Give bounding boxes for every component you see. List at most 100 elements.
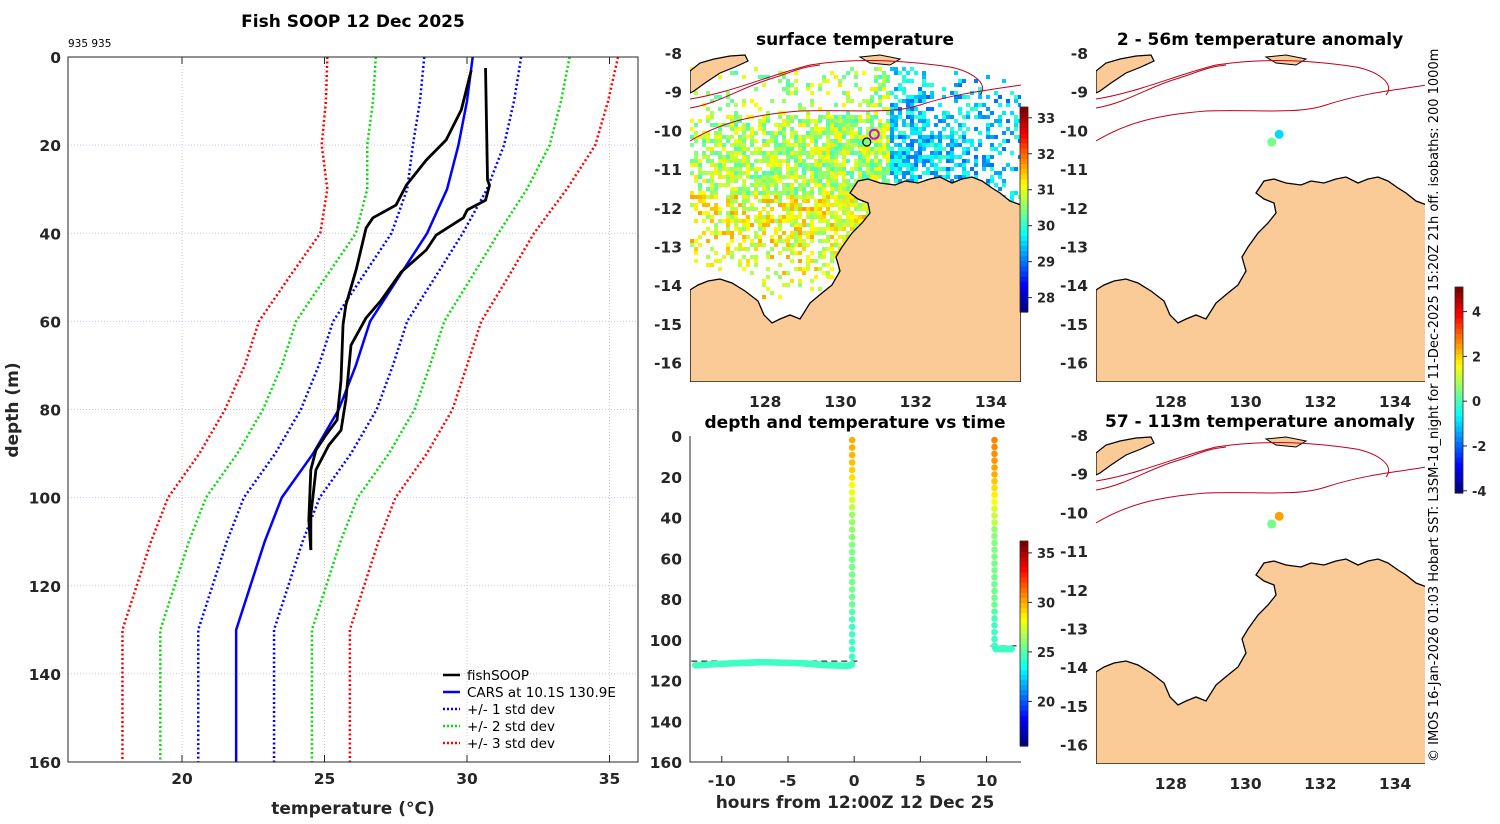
sst-pixel [806, 151, 810, 155]
sst-pixel [934, 155, 938, 159]
sst-pixel [770, 131, 774, 135]
sst-pixel [866, 139, 870, 143]
sst-pixel [726, 223, 730, 227]
fishsoop-cast-2-line [307, 69, 473, 551]
sst-pixel [750, 175, 754, 179]
coastline-land [1096, 54, 1425, 382]
sst-pixel [802, 143, 806, 147]
sst-pixel [866, 171, 870, 175]
sst-pixel [794, 231, 798, 235]
sst-pixel [962, 147, 966, 151]
sst-pixel [858, 143, 862, 147]
sst-pixel [750, 243, 754, 247]
track-point [991, 519, 998, 526]
sst-pixel [818, 87, 822, 91]
colorbar-segment [1020, 281, 1028, 287]
sst-pixel [758, 119, 762, 123]
sst-pixel [774, 147, 778, 151]
sst-pixel [798, 175, 802, 179]
sst-pixel [894, 123, 898, 127]
sst-pixel [746, 223, 750, 227]
sst-pixel [742, 171, 746, 175]
sst-pixel [810, 139, 814, 143]
sst-pixel [810, 127, 814, 131]
sst-pixel [786, 171, 790, 175]
sst-pixel [850, 175, 854, 179]
sst-pixel [966, 139, 970, 143]
sst-pixel [834, 251, 838, 255]
colorbar-segment [1455, 343, 1463, 350]
sst-pixel [762, 83, 766, 87]
depth-time-xlabel: hours from 12:00Z 12 Dec 25 [716, 793, 995, 813]
sst-pixel [890, 119, 894, 123]
sst-pixel [914, 107, 918, 111]
sst-pixel [826, 271, 830, 275]
sst-pixel [738, 247, 742, 251]
sst-pixel [838, 127, 842, 131]
sst-pixel [710, 111, 714, 115]
sst-pixel [954, 139, 958, 143]
track-point [991, 464, 998, 471]
sst-pixel [838, 79, 842, 83]
sst-pixel [1002, 79, 1006, 83]
sst-pixel [790, 195, 794, 199]
sst-pixel [906, 103, 910, 107]
sst-pixel [970, 107, 974, 111]
colorbar-segment [1455, 348, 1463, 355]
sst-pixel [842, 179, 846, 183]
sst-pixel [886, 135, 890, 139]
sst-pixel [902, 99, 906, 103]
sst-pixel [878, 139, 882, 143]
track-point [848, 474, 856, 481]
sst-pixel [882, 147, 886, 151]
sst-pixel [826, 175, 830, 179]
colorbar-segment [1020, 715, 1028, 721]
sst-pixel [802, 267, 806, 271]
sst-pixel [802, 175, 806, 179]
colorbar-segment [1020, 556, 1028, 563]
track-point [991, 484, 998, 492]
sst-pixel [846, 115, 850, 119]
sst-pixel [766, 179, 770, 183]
sst-pixel [810, 91, 814, 95]
sst-pixel [914, 151, 918, 155]
colorbar-segment [1020, 137, 1028, 144]
sst-pixel [754, 139, 758, 143]
sst-pixel [742, 99, 746, 103]
colorbar-segment [1020, 730, 1028, 737]
sst-pixel [946, 135, 950, 139]
sst-pixel [818, 119, 822, 123]
sst-pixel [878, 75, 882, 79]
sst-pixel [890, 171, 894, 175]
sst-pixel [770, 191, 774, 195]
sst-pixel [714, 259, 718, 263]
sst-pixel [726, 211, 730, 215]
sst-pixel [1010, 167, 1014, 171]
sst-pixel [762, 175, 766, 179]
sst-pixel [750, 163, 754, 167]
sst-pixel [810, 131, 814, 135]
sst-pixel [802, 151, 806, 155]
sst-pixel [790, 247, 794, 251]
sst-pixel [902, 139, 906, 143]
lat-tick-label: -8 [1071, 45, 1088, 63]
colorbar-segment [1020, 291, 1028, 298]
sst-pixel [810, 147, 814, 151]
sst-pixel [826, 159, 830, 163]
sst-pixel [746, 123, 750, 127]
sst-pixel [910, 167, 914, 171]
sst-pixel [770, 247, 774, 251]
sst-pixel [958, 79, 962, 83]
sst-pixel [894, 171, 898, 175]
sst-pixel [770, 291, 774, 295]
depth-time-title: depth and temperature vs time [705, 413, 1006, 433]
y-tick-label: 100 [29, 490, 62, 508]
sst-pixel [714, 163, 718, 167]
sst-pixel [974, 155, 978, 159]
sst-pixel [830, 167, 834, 171]
sst-pixel [822, 131, 826, 135]
sst-pixel [890, 163, 894, 167]
sst-pixel [970, 139, 974, 143]
sst-pixel [798, 119, 802, 123]
sst-pixel [990, 111, 994, 115]
